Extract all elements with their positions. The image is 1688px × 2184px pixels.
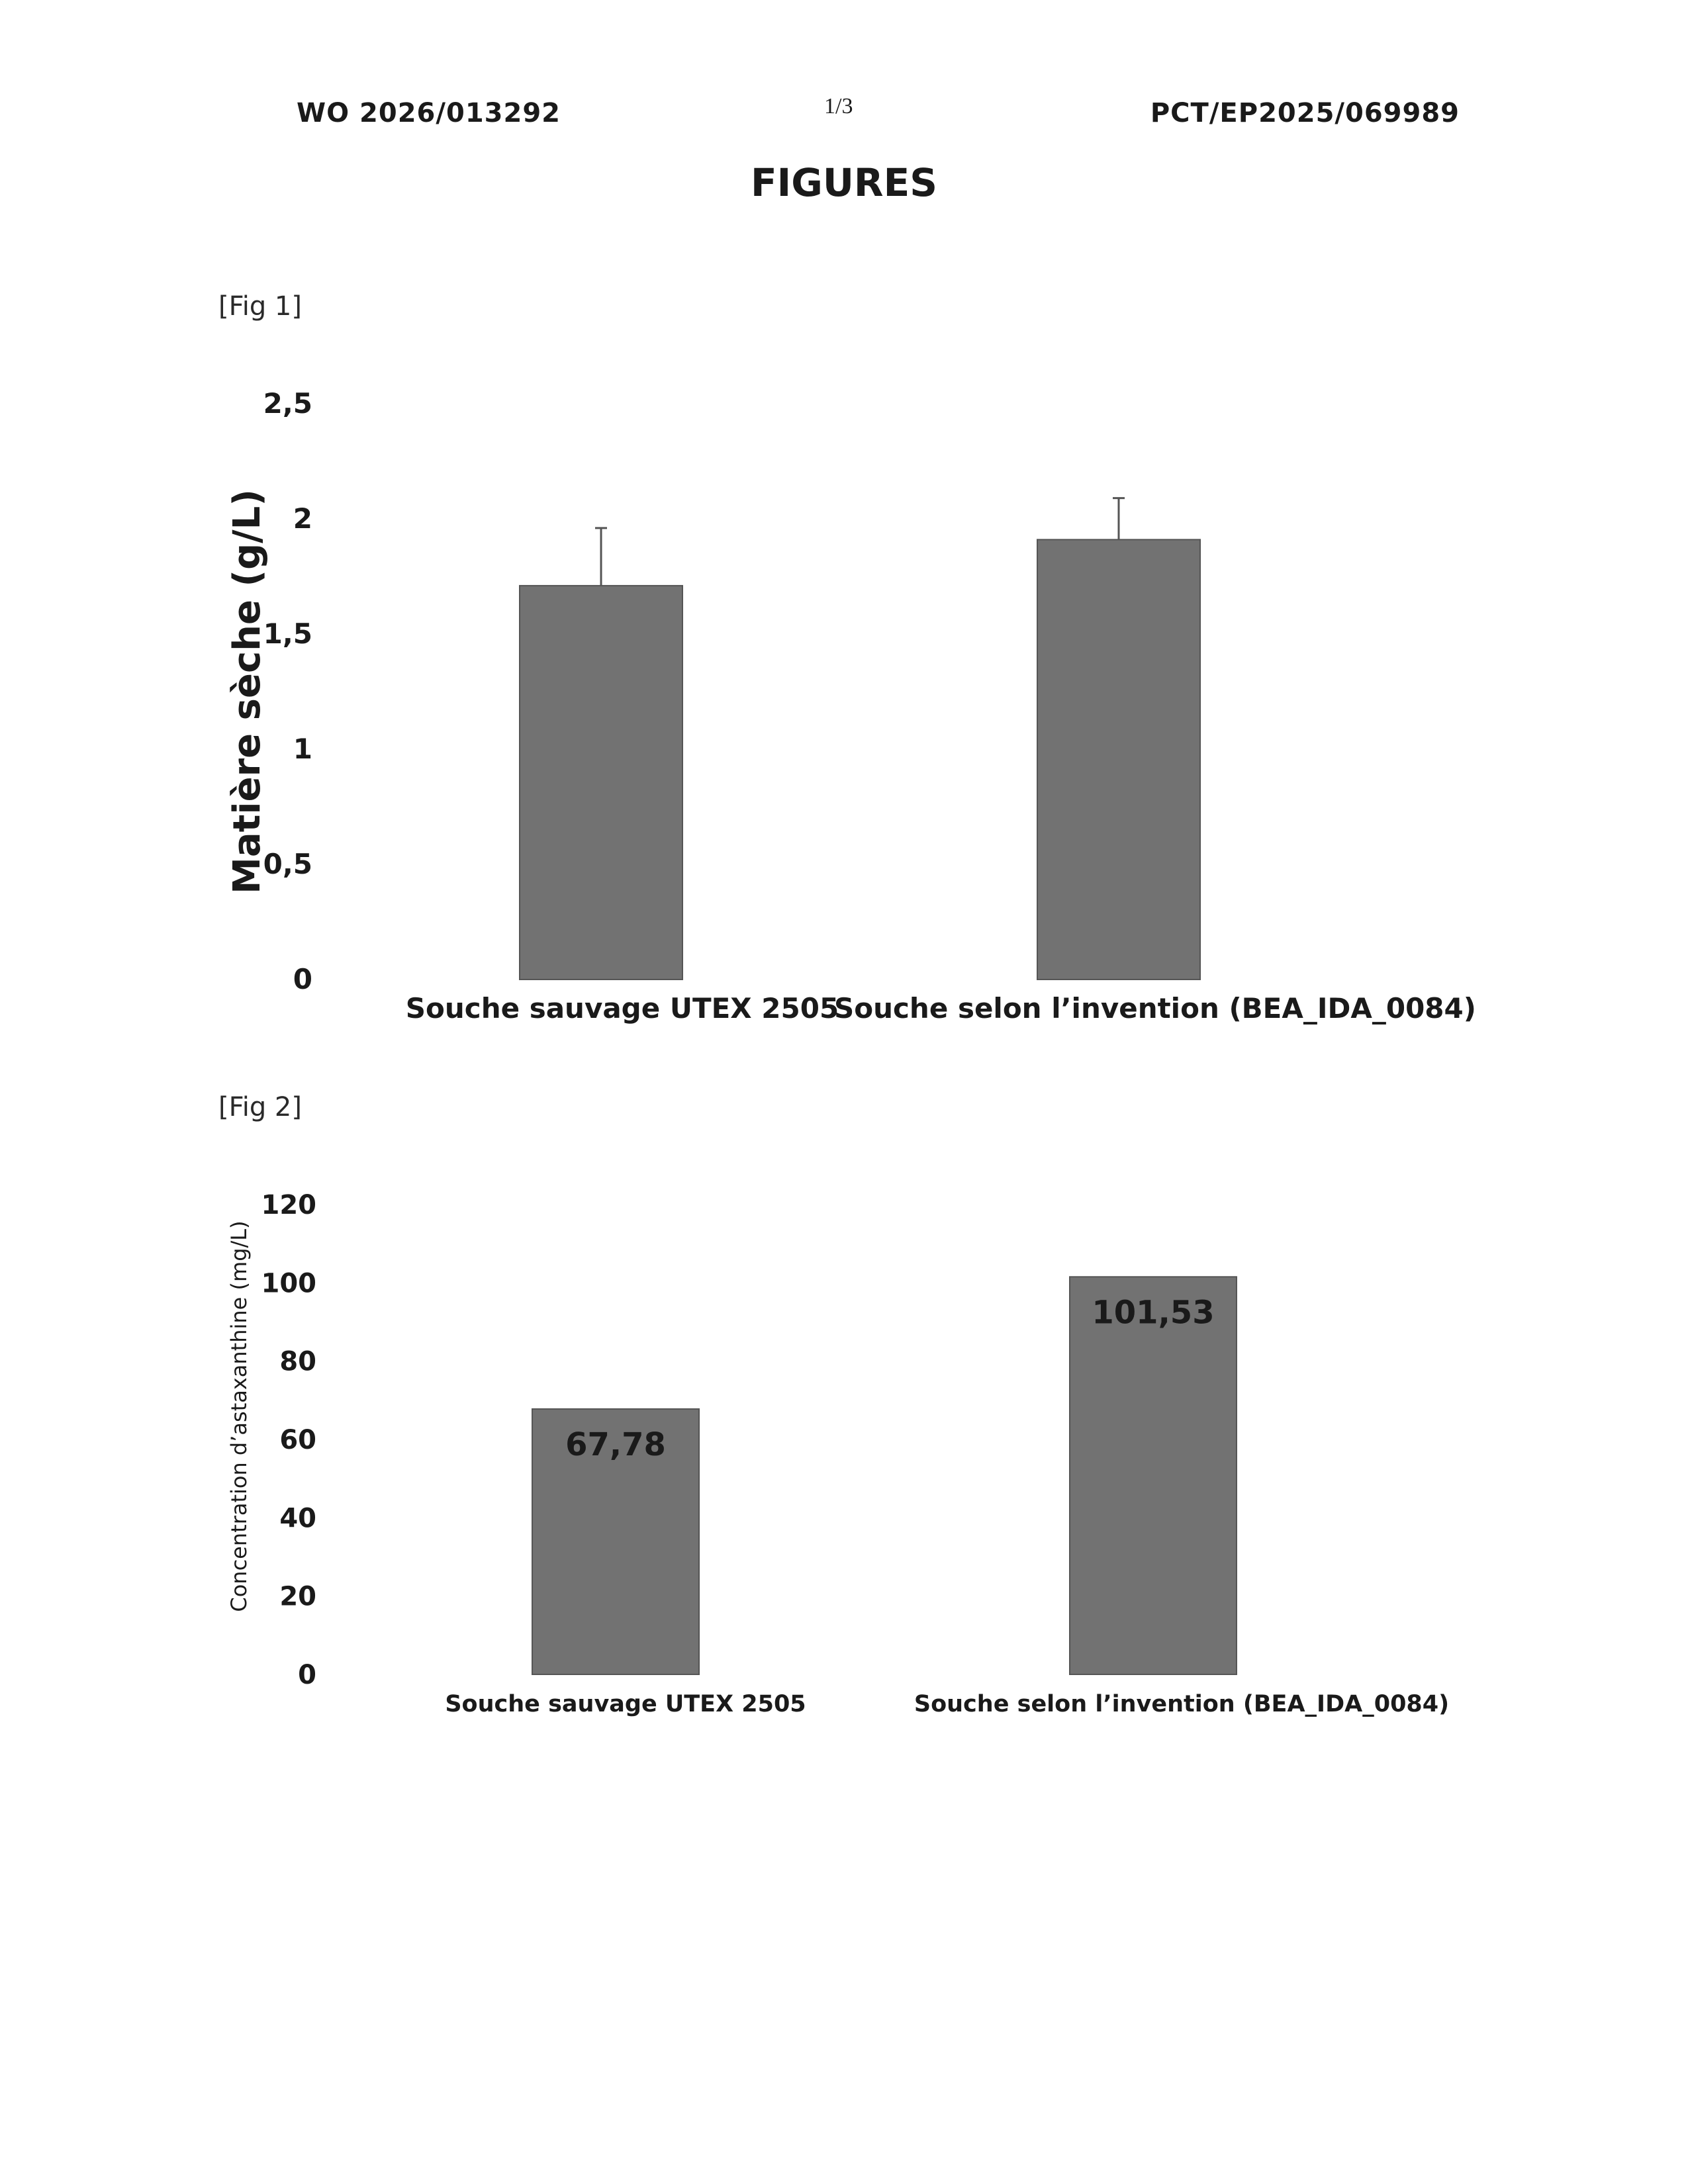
fig2-category-label: Souche sauvage UTEX 2505 [445, 1691, 806, 1717]
fig2-astaxanthin-chart: 0 20 40 60 80 100 120 Concentration d’astaxanth… [226, 1190, 1449, 1717]
publication-number: WO 2026/013292 [297, 98, 561, 128]
fig2-data-label: 101,53 [1092, 1294, 1214, 1331]
fig2-ytick-label: 80 [279, 1347, 316, 1377]
fig2-ytick-label: 100 [261, 1268, 317, 1298]
fig2-bar [1069, 1276, 1237, 1676]
fig1-ytick-label: 2,5 [263, 387, 312, 420]
fig2-label: [Fig 2] [218, 1092, 302, 1122]
fig1-ytick-label: 1,5 [263, 617, 312, 650]
fig1-y-axis-label: Matière sèche (g/L) [226, 489, 269, 894]
fig1-bar [1037, 539, 1201, 980]
fig2-ytick-label: 60 [279, 1425, 316, 1455]
application-number: PCT/EP2025/069989 [1150, 98, 1460, 128]
fig1-dry-matter-chart: 0 0,5 1 1,5 2 2,5 Matière sèche (g/L) Souche sa… [226, 387, 1476, 1024]
fig2-y-axis-label: Concentration d’astaxanthine (mg/L) [226, 1220, 252, 1612]
page-title: FIGURES [751, 160, 937, 205]
fig1-ytick-label: 1 [293, 733, 312, 765]
fig2-ytick-label: 20 [279, 1582, 316, 1612]
fig1-bar [519, 584, 683, 981]
fig2-ytick-label: 40 [279, 1503, 316, 1533]
fig1-ytick-label: 2 [293, 502, 312, 535]
page-number: 1/3 [824, 94, 853, 118]
fig1-ytick-label: 0,5 [263, 848, 312, 880]
fig2-bar [532, 1408, 700, 1675]
fig2-data-label: 67,78 [565, 1426, 666, 1463]
fig2-ytick-label: 120 [261, 1190, 317, 1220]
fig1-label: [Fig 1] [218, 291, 302, 322]
fig1-category-label: Souche selon l’invention (BEA_IDA_0084) [834, 992, 1476, 1024]
fig2-ytick-label: 0 [298, 1660, 316, 1690]
fig1-ytick-label: 0 [293, 963, 312, 995]
fig1-category-label: Souche sauvage UTEX 2505 [406, 992, 839, 1024]
fig2-category-label: Souche selon l’invention (BEA_IDA_0084) [914, 1691, 1449, 1717]
